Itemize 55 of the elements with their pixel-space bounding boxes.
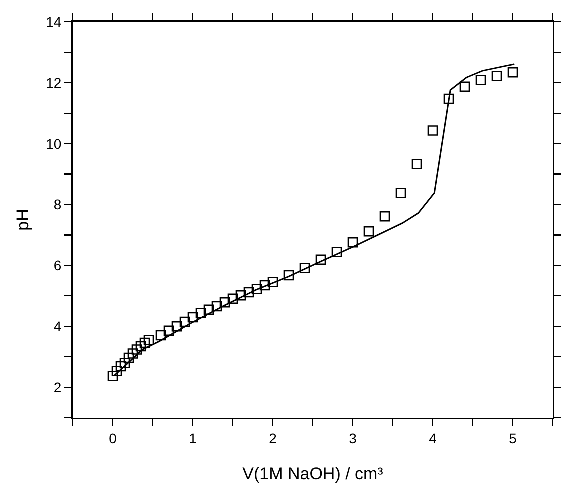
point [120, 358, 130, 368]
point [132, 344, 142, 355]
point [180, 316, 190, 328]
point [316, 254, 326, 266]
point [332, 247, 342, 258]
point [228, 294, 238, 304]
x-tick-label: 1 [189, 430, 198, 446]
point [508, 67, 518, 78]
point [204, 304, 214, 316]
x-tick-label: 3 [349, 430, 358, 446]
point [112, 366, 122, 377]
y-tick-label: 6 [54, 258, 62, 274]
y-tick-label: 8 [54, 196, 62, 213]
point [364, 226, 374, 237]
point [252, 284, 262, 294]
point [268, 276, 278, 288]
point [428, 126, 438, 136]
point [300, 262, 310, 274]
point [260, 280, 270, 291]
point [144, 335, 154, 346]
x-axis-title: V(1M NaOH) / cm³ [242, 464, 384, 484]
y-tick-label: 12 [46, 74, 62, 91]
point [380, 212, 390, 222]
point [244, 287, 254, 298]
point [460, 82, 470, 92]
point [164, 326, 174, 336]
y-axis-title: pH [14, 209, 32, 231]
x-tick-label: 2 [269, 430, 278, 446]
point [348, 237, 358, 248]
y-tick-label: 14 [46, 14, 62, 30]
point [116, 361, 126, 372]
point [220, 297, 230, 308]
y-tick-label: 2 [54, 379, 62, 396]
point [136, 341, 146, 352]
point [492, 71, 502, 82]
y-tick-label: 4 [54, 318, 62, 335]
point [172, 321, 182, 332]
point [124, 352, 134, 364]
point [476, 75, 486, 86]
point [396, 188, 406, 198]
point [444, 94, 454, 104]
x-tick-label: 4 [429, 430, 438, 446]
point [196, 308, 206, 318]
point [128, 348, 138, 359]
point [212, 301, 222, 312]
point [156, 330, 166, 341]
point [140, 338, 150, 348]
point [188, 312, 198, 323]
x-tick-label: 0 [109, 430, 118, 446]
point [412, 159, 422, 170]
point [284, 270, 294, 281]
point [236, 290, 246, 301]
x-tick-label: 5 [509, 430, 518, 446]
point [108, 371, 118, 382]
y-tick-label: 10 [46, 136, 62, 152]
